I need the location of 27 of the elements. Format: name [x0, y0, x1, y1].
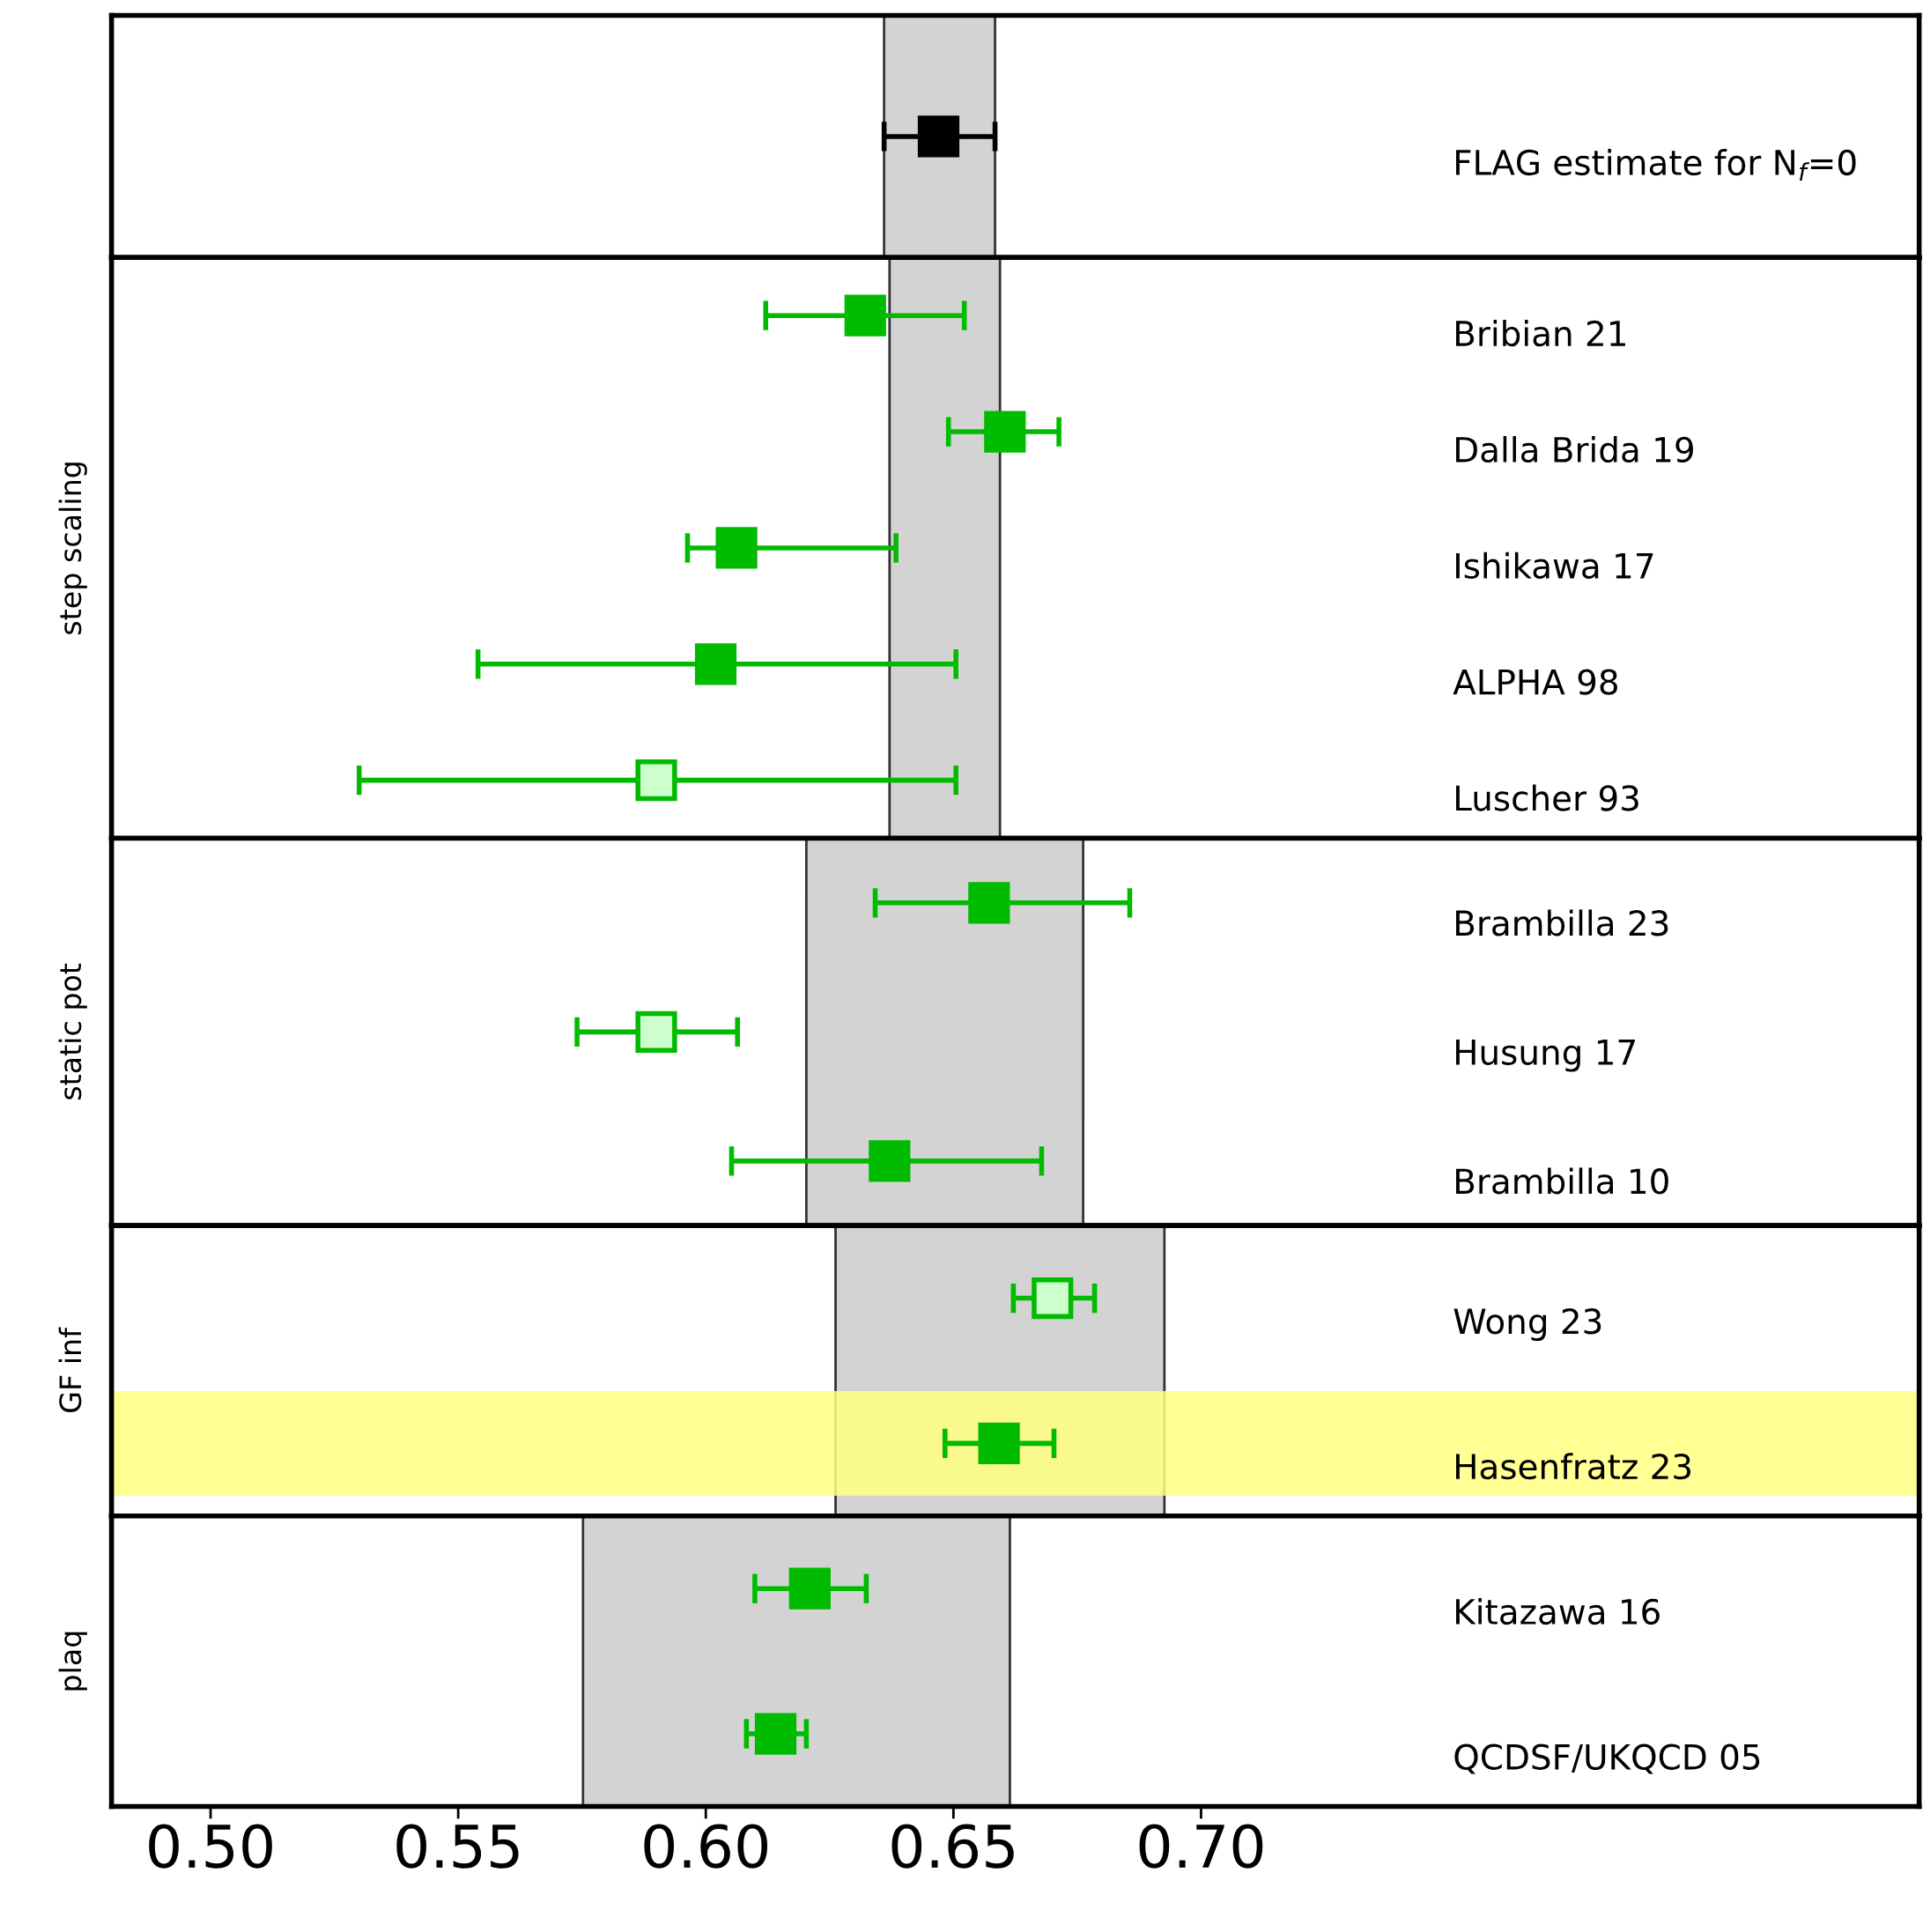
x-tick-label: 0.50: [149, 1824, 272, 1869]
x-tick-label: 0.70: [1139, 1824, 1263, 1869]
y-axis-title: step scaling: [58, 463, 87, 634]
y-axis-title: plaq: [58, 1632, 87, 1691]
category-label: Husung 17: [1456, 1040, 1635, 1072]
category-label: QCDSF/UKQCD 05: [1454, 1743, 1760, 1774]
x-tick-label: 0.55: [396, 1824, 519, 1869]
category-label: Wong 23: [1453, 1308, 1601, 1342]
category-label: FLAG estimate for N$_{f}$=0: [1456, 149, 1856, 181]
point: [984, 411, 1026, 453]
category-label: Bribian 21: [1456, 320, 1625, 347]
point: [715, 527, 758, 569]
category-label: Dalla Brida 19: [1456, 435, 1693, 463]
category-label: Luscher 93: [1456, 784, 1638, 811]
category-label: Ishikawa 17: [1456, 551, 1653, 579]
point: [844, 294, 886, 337]
point: [694, 643, 737, 685]
category-label: ALPHA 98: [1453, 669, 1617, 695]
category-label: Hasenfratz 23: [1456, 1453, 1691, 1480]
y-axis-title: static pot: [58, 963, 87, 1099]
x-tick-label: 0.65: [891, 1824, 1014, 1869]
category-label: Brambilla 10: [1456, 1167, 1668, 1195]
point: [635, 759, 677, 802]
category-label: Brambilla 23: [1456, 909, 1668, 936]
category-label: Kitazawa 16: [1456, 1598, 1660, 1625]
x-tick-label: 0.60: [644, 1824, 768, 1869]
y-axis-title: GF inf: [58, 1327, 82, 1412]
